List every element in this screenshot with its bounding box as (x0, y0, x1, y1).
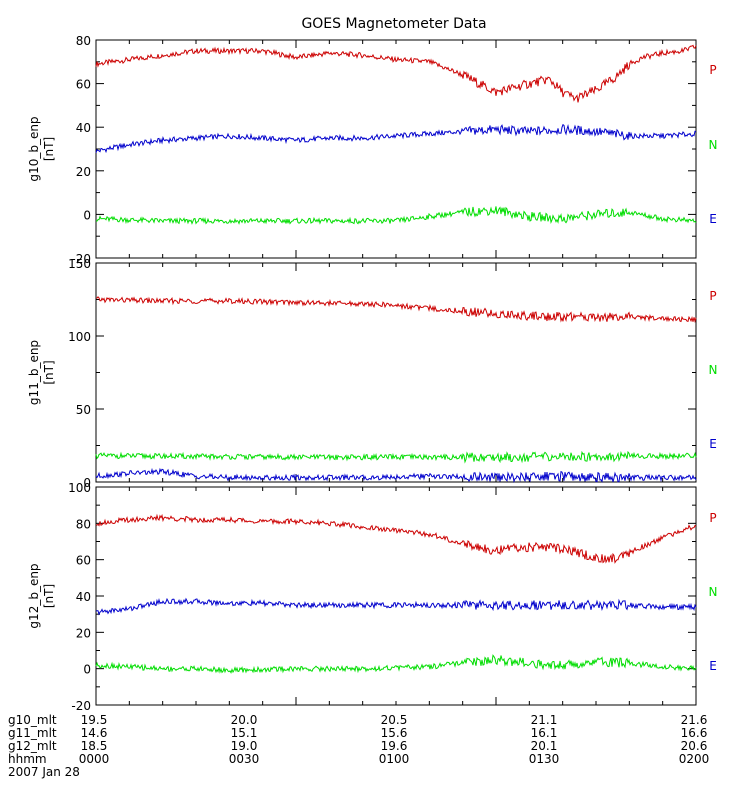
footer-value: 14.6 (80, 726, 108, 740)
footer-value: 0030 (228, 752, 260, 766)
series-line-g12-E (95, 654, 697, 674)
y-tick-label: 150 (68, 257, 91, 271)
series-line-g12-P (95, 513, 697, 564)
footer-value: 0130 (528, 752, 560, 766)
footer-value: 0000 (78, 752, 110, 766)
component-label-E: E (709, 212, 717, 226)
component-label-P: P (709, 63, 716, 77)
footer-value: 20.0 (230, 713, 258, 727)
y-tick-label: 80 (76, 34, 91, 48)
footer-value: 0200 (678, 752, 710, 766)
y-axis-unit: [nT] (42, 137, 56, 161)
y-tick-label: 40 (76, 590, 91, 604)
panel-frame-g11 (95, 262, 697, 483)
y-axis-label: g11_b_enp (27, 340, 41, 405)
y-tick-label: 20 (76, 165, 91, 179)
y-axis-label: g12_b_enp (27, 563, 41, 628)
y-tick-label: -20 (71, 699, 91, 713)
series-line-g10-E (95, 206, 697, 225)
y-tick-label: 0 (83, 208, 91, 222)
y-tick-label: 100 (68, 481, 91, 495)
footer-row-label: hhmm (8, 752, 47, 766)
y-axis-unit: [nT] (42, 584, 56, 608)
y-tick-label: 80 (76, 517, 91, 531)
footer-value: 15.1 (230, 726, 258, 740)
footer-value: 20.5 (380, 713, 408, 727)
component-label-E: E (709, 437, 717, 451)
series-line-g10-N (95, 123, 697, 154)
footer-value: 19.6 (380, 739, 408, 753)
series-line-g11-E (95, 467, 697, 484)
series-line-g10-P (95, 44, 697, 103)
footer-value: 16.1 (530, 726, 558, 740)
y-tick-label: 50 (76, 403, 91, 417)
y-tick-label: 20 (76, 626, 91, 640)
series-line-g12-N (95, 597, 697, 616)
y-tick-label: 60 (76, 554, 91, 568)
y-tick-label: -20 (71, 252, 91, 266)
footer-value: 19.5 (80, 713, 108, 727)
y-tick-label: 40 (76, 121, 91, 135)
series-line-g11-N (95, 450, 697, 464)
component-label-P: P (709, 289, 716, 303)
panel-frame-g10 (95, 39, 697, 259)
y-axis-label: g10_b_enp (27, 116, 41, 181)
footer-value: 16.6 (680, 726, 708, 740)
series-line-g11-P (95, 296, 697, 324)
component-label-E: E (709, 659, 717, 673)
footer-row-label: g11_mlt (8, 726, 57, 740)
component-label-N: N (709, 363, 718, 377)
footer-value: 20.1 (530, 739, 558, 753)
y-tick-label: 0 (83, 476, 91, 490)
y-tick-label: 0 (83, 663, 91, 677)
footer-value: 0100 (378, 752, 410, 766)
footer-value: 21.1 (530, 713, 558, 727)
y-axis-unit: [nT] (42, 360, 56, 384)
footer-date: 2007 Jan 28 (8, 765, 80, 779)
footer-value: 19.0 (230, 739, 258, 753)
panel-frame-g12 (95, 486, 697, 706)
footer-value: 20.6 (680, 739, 708, 753)
footer-row-label: g12_mlt (8, 739, 57, 753)
footer-value: 21.6 (680, 713, 708, 727)
component-label-N: N (709, 585, 718, 599)
chart-title: GOES Magnetometer Data (301, 16, 486, 32)
component-label-N: N (709, 138, 718, 152)
y-tick-label: 100 (68, 330, 91, 344)
footer-value: 18.5 (80, 739, 108, 753)
y-tick-label: 60 (76, 78, 91, 92)
footer-value: 15.6 (380, 726, 408, 740)
component-label-P: P (709, 511, 716, 525)
footer-row-label: g10_mlt (8, 713, 57, 727)
